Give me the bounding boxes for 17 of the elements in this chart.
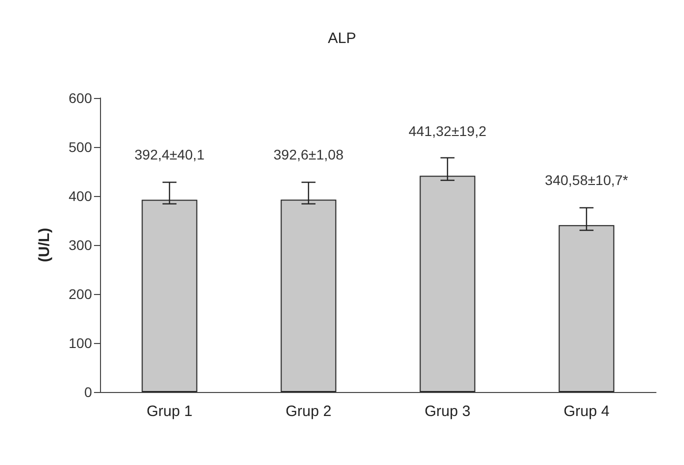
x-tick-label: Grup 3 (424, 403, 470, 420)
data-label: 340,58±10,7* (544, 172, 629, 188)
y-tick-label: 200 (68, 286, 92, 302)
y-tick-label: 400 (68, 188, 92, 204)
y-tick-label: 500 (68, 139, 92, 155)
y-tick-label: 600 (68, 90, 92, 106)
data-label: 392,6±1,08 (274, 146, 344, 163)
chart-title: ALP (328, 30, 356, 47)
x-tick-label: Grup 4 (564, 403, 610, 420)
x-tick-label: Grup 1 (146, 403, 192, 420)
x-tick-label: Grup 2 (286, 403, 332, 420)
y-axis-title: (U/L) (36, 228, 53, 262)
y-tick-label: 0 (84, 384, 92, 400)
y-tick-label: 300 (68, 237, 92, 253)
data-label: 392,4±40,1 (134, 146, 205, 163)
y-tick-label: 100 (68, 335, 92, 351)
data-label: 441,32±19,2 (408, 122, 487, 139)
